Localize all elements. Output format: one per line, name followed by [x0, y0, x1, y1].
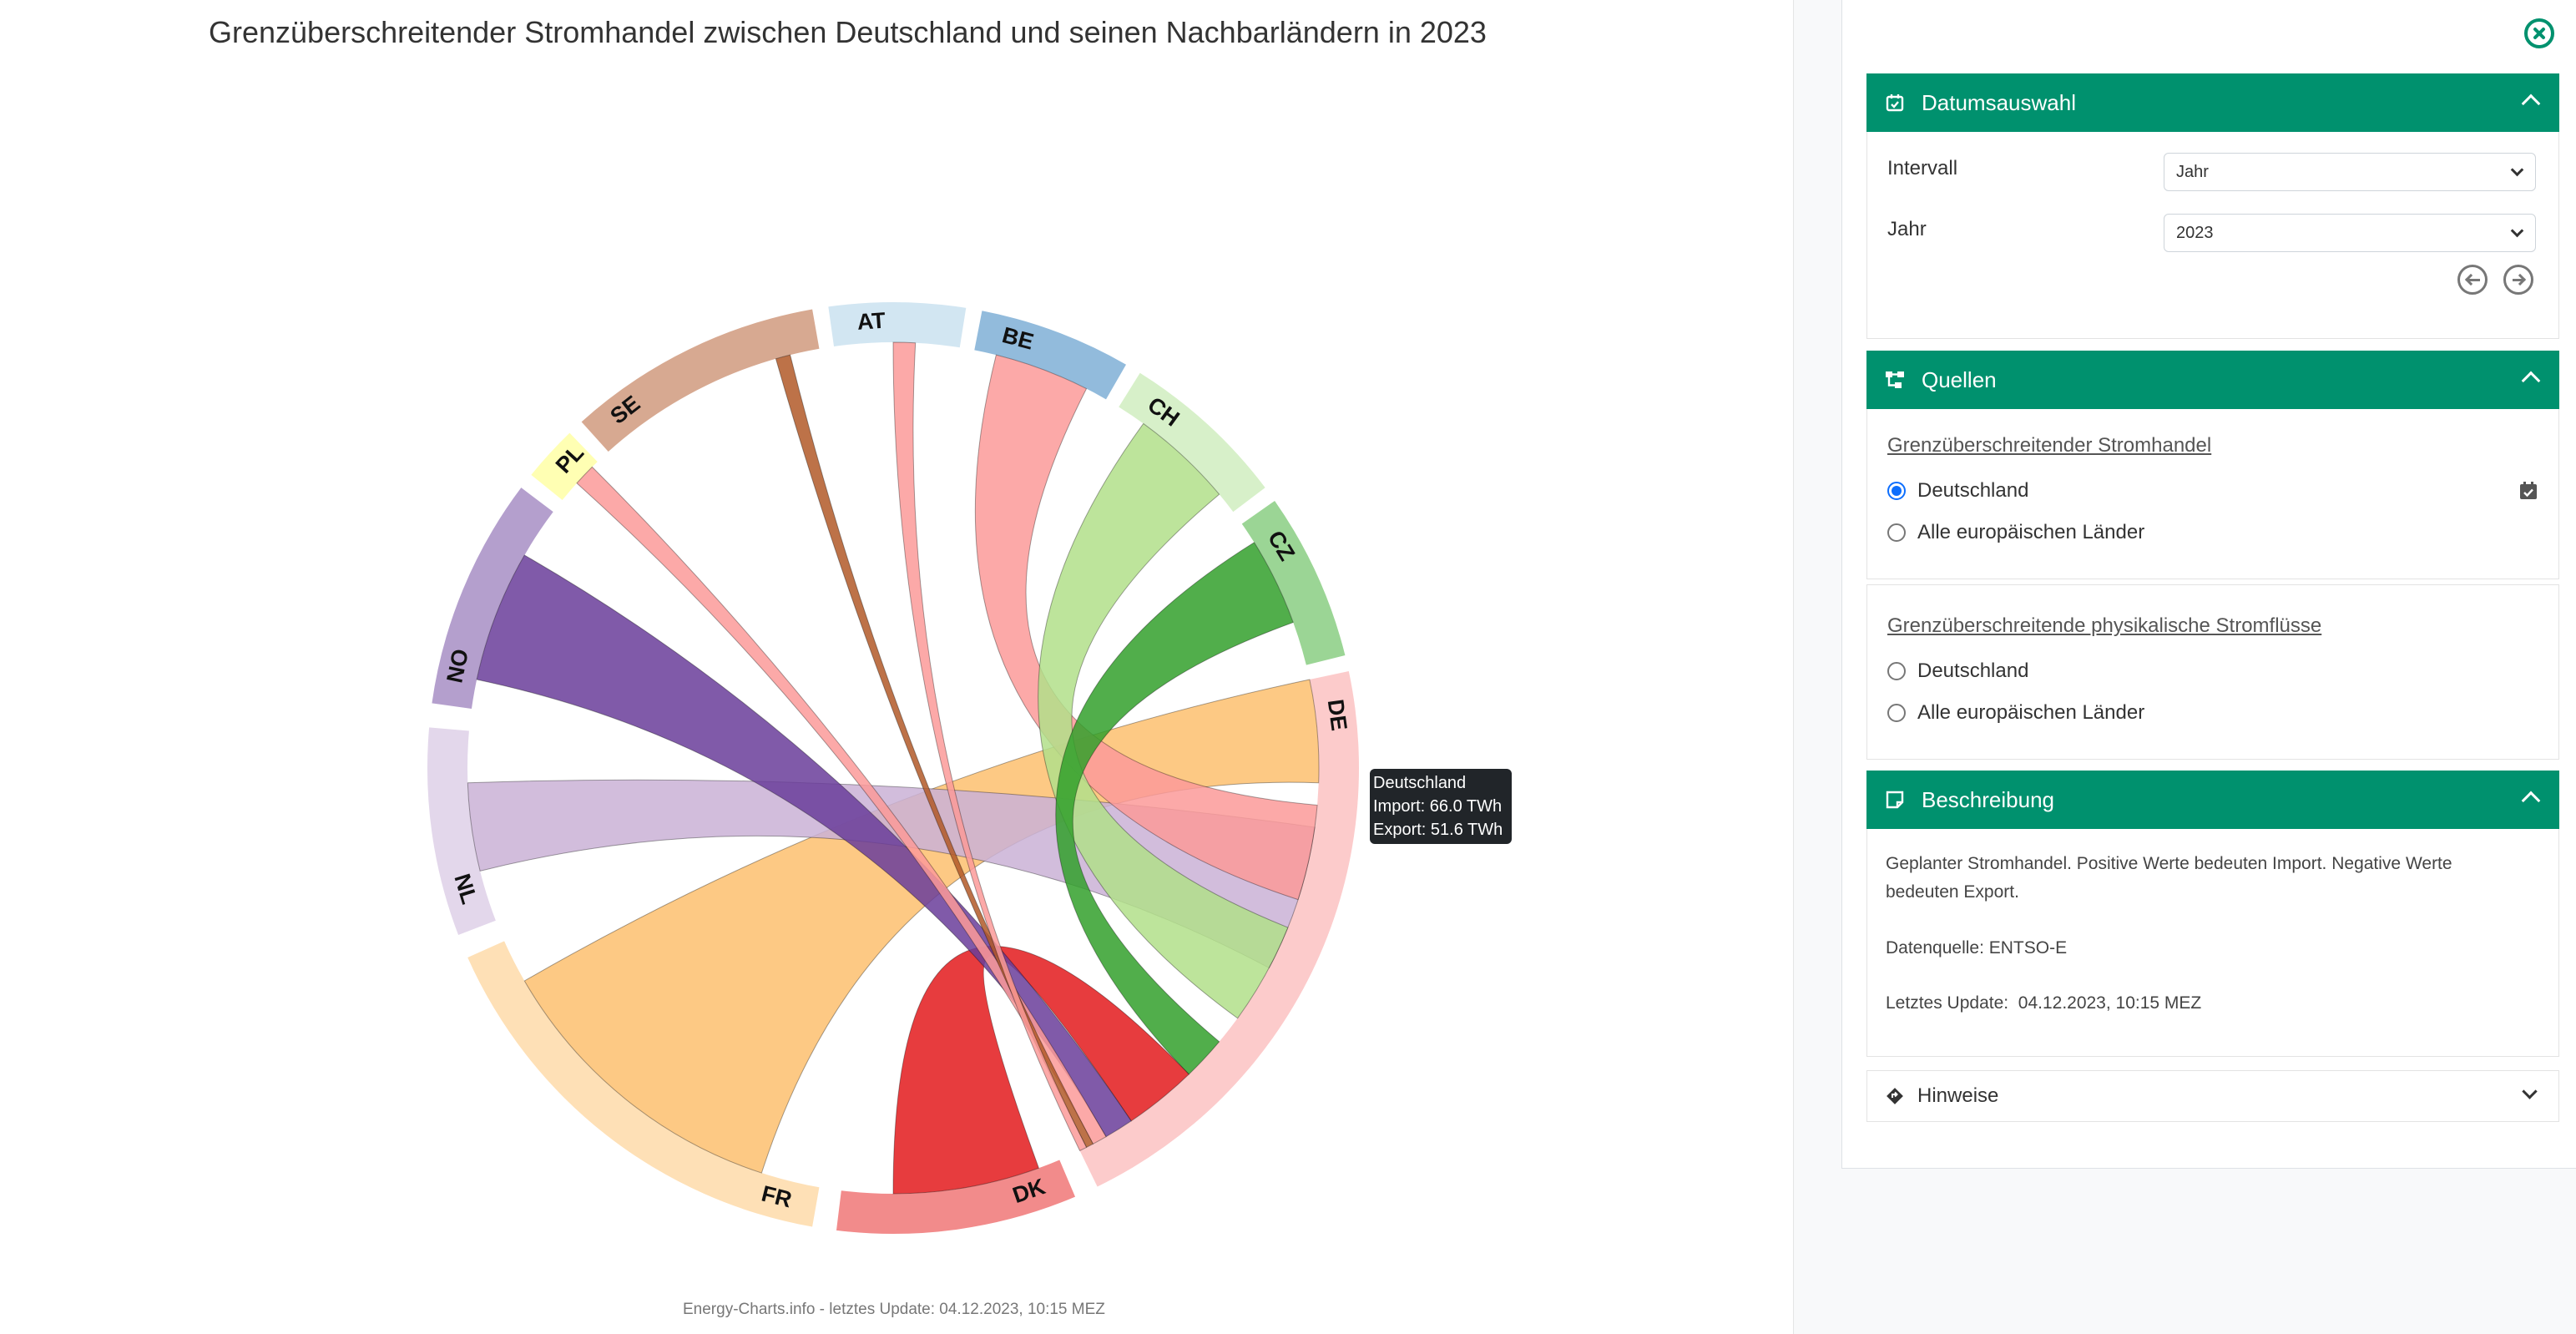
radio-button-checked[interactable] — [1887, 482, 1906, 500]
panel-datumsauswahl-title: Datumsauswahl — [1922, 89, 2076, 115]
next-year-button[interactable] — [2503, 265, 2533, 295]
radio-stromfluesse-alle-laender[interactable]: Alle europäischen Länder — [1887, 700, 2144, 725]
tooltip-import: Import: 66.0 TWh — [1373, 797, 1503, 816]
radio-stromhandel-alle-laender[interactable]: Alle europäischen Länder — [1887, 520, 2144, 545]
intervall-select[interactable]: Jahr — [2164, 153, 2536, 191]
tooltip-country: Deutschland — [1373, 774, 1467, 792]
chevron-up-icon — [2521, 371, 2541, 391]
panel-datumsauswahl-header[interactable]: Datumsauswahl — [1866, 73, 2559, 132]
radio-stromfluesse-deutschland[interactable]: Deutschland — [1887, 659, 2028, 684]
diagram-icon — [1885, 370, 1905, 390]
chart-tooltip: Deutschland Import: 66.0 TWh Export: 51.… — [1370, 769, 1512, 844]
panel-quellen-header[interactable]: Quellen — [1866, 351, 2559, 409]
chevron-down-icon — [2522, 1084, 2538, 1099]
description-text: Geplanter Stromhandel. Positive Werte be… — [1886, 854, 2452, 902]
panel-quellen-group1 — [1866, 409, 2559, 579]
radio-label: Deutschland — [1917, 479, 2029, 502]
radio-label: Alle europäischen Länder — [1917, 701, 2145, 724]
ribbon-de-pl[interactable] — [576, 466, 1107, 1145]
panel-hinweise-title: Hinweise — [1917, 1084, 1999, 1107]
close-sidebar-button[interactable] — [2524, 18, 2554, 48]
radio-label: Alle europäischen Länder — [1917, 521, 2145, 543]
group-arc-nl[interactable] — [427, 727, 496, 935]
jahr-select-value: 2023 — [2176, 223, 2214, 242]
group-arc-be[interactable] — [974, 311, 1126, 400]
chart-footer: Energy-Charts.info - letztes Update: 04.… — [683, 1301, 1105, 1318]
group-arc-dk[interactable] — [836, 1160, 1076, 1234]
radio-button[interactable] — [1887, 662, 1906, 680]
chevron-down-icon — [2510, 224, 2524, 238]
group-arc-no[interactable] — [432, 488, 553, 710]
calendar-check-icon[interactable] — [2518, 481, 2538, 505]
radio-button[interactable] — [1887, 704, 1906, 722]
group-arc-de[interactable] — [1079, 670, 1359, 1187]
chevron-up-icon — [2521, 791, 2541, 811]
group-arc-ch[interactable] — [1119, 372, 1265, 513]
radio-label: Deutschland — [1917, 659, 2029, 682]
group-arc-cz[interactable] — [1241, 500, 1346, 665]
panel-quellen-title: Quellen — [1922, 366, 1997, 392]
group-arc-at[interactable] — [828, 302, 967, 348]
description-source: Datenquelle: ENTSO-E — [1886, 938, 2068, 958]
jahr-label: Jahr — [1887, 218, 1927, 240]
intervall-select-value: Jahr — [2176, 162, 2209, 181]
panel-beschreibung-header[interactable]: Beschreibung — [1866, 771, 2559, 829]
description-update: Letztes Update: 04.12.2023, 10:15 MEZ — [1886, 993, 2202, 1013]
arrow-right-icon — [2513, 279, 2524, 281]
tooltip-export: Export: 51.6 TWh — [1373, 821, 1503, 839]
chart-title: Grenzüberschreitender Stromhandel zwisch… — [209, 15, 1487, 49]
stromhandel-heading: Grenzüberschreitender Stromhandel — [1887, 434, 2212, 457]
intervall-label: Intervall — [1887, 157, 1958, 179]
ribbon-de-at[interactable] — [892, 341, 1088, 1152]
jahr-select[interactable]: 2023 — [2164, 214, 2536, 252]
panel-beschreibung-title: Beschreibung — [1922, 786, 2054, 812]
panel-quellen-group2 — [1866, 584, 2559, 760]
stromfluesse-heading: Grenzüberschreitende physikalische Strom… — [1887, 614, 2322, 637]
group-label-at: AT — [856, 308, 887, 335]
panel-beschreibung-body — [1866, 829, 2559, 1057]
chevron-down-icon — [2510, 163, 2524, 177]
previous-year-button[interactable] — [2457, 265, 2488, 295]
radio-stromhandel-deutschland[interactable]: Deutschland — [1887, 478, 2028, 503]
diamond-arrow-icon — [1886, 1087, 1904, 1105]
chevron-up-icon — [2521, 93, 2541, 114]
group-arc-pl[interactable] — [531, 432, 598, 501]
group-arc-se[interactable] — [581, 309, 820, 452]
chart-area: Grenzüberschreitender Stromhandel zwisch… — [0, 0, 1793, 1334]
ribbon-de-cz[interactable] — [1055, 542, 1294, 1075]
radio-button[interactable] — [1887, 523, 1906, 542]
arrow-left-icon — [2468, 279, 2480, 281]
calendar-check-icon — [1885, 93, 1905, 113]
note-icon — [1885, 790, 1905, 810]
group-label-de: DE — [1323, 698, 1352, 732]
panel-hinweise-header[interactable]: Hinweise — [1866, 1070, 2559, 1122]
group-arc-fr[interactable] — [467, 941, 820, 1227]
